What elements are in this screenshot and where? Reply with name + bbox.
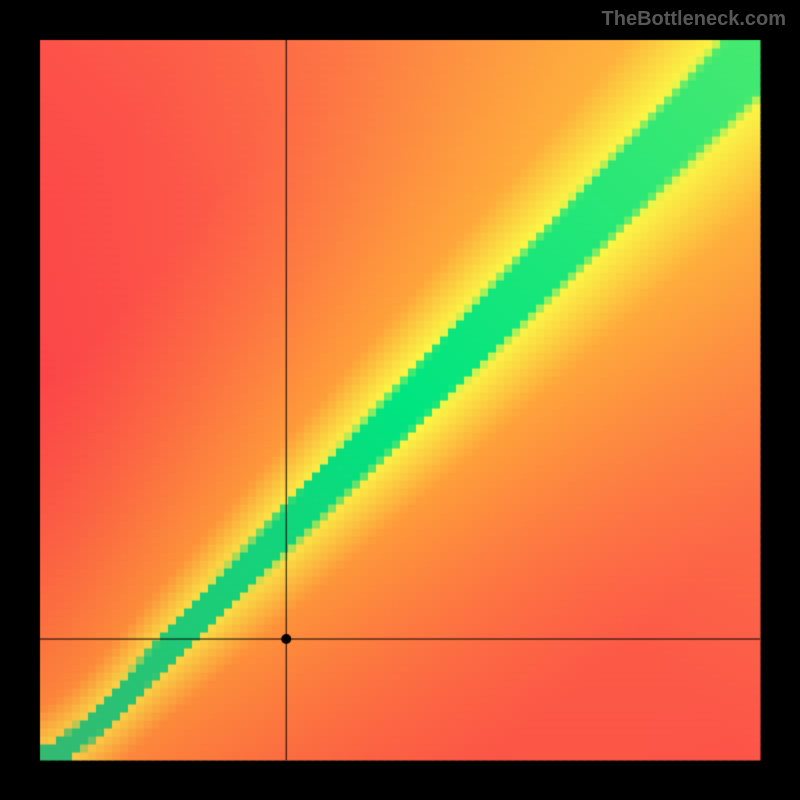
attribution-text: TheBottleneck.com xyxy=(602,8,786,31)
chart-container: TheBottleneck.com xyxy=(0,0,800,800)
heatmap-canvas xyxy=(0,0,800,800)
